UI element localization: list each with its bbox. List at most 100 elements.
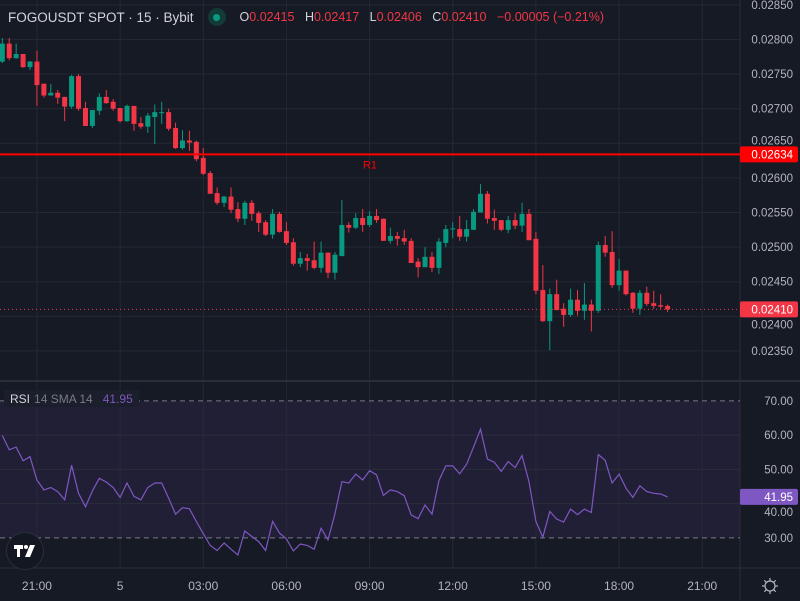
candle[interactable] bbox=[596, 242, 601, 313]
candle[interactable] bbox=[118, 108, 123, 123]
candle[interactable] bbox=[41, 84, 46, 98]
candle[interactable] bbox=[97, 93, 102, 114]
market-status-icon[interactable] bbox=[208, 8, 226, 26]
candle[interactable] bbox=[520, 203, 525, 232]
candle[interactable] bbox=[249, 200, 254, 221]
candle[interactable] bbox=[603, 236, 608, 257]
candle[interactable] bbox=[658, 294, 663, 309]
candle[interactable] bbox=[395, 232, 400, 246]
candle[interactable] bbox=[305, 254, 310, 271]
candle[interactable] bbox=[409, 238, 414, 263]
candle[interactable] bbox=[7, 38, 12, 60]
gear-icon[interactable] bbox=[760, 576, 780, 596]
candle[interactable] bbox=[388, 228, 393, 244]
candle[interactable] bbox=[429, 252, 434, 272]
candle[interactable] bbox=[367, 211, 372, 227]
candle[interactable] bbox=[582, 283, 587, 320]
candle[interactable] bbox=[173, 123, 178, 149]
candle[interactable] bbox=[28, 61, 33, 70]
candle[interactable] bbox=[485, 191, 490, 224]
candle[interactable] bbox=[624, 271, 629, 296]
candle[interactable] bbox=[55, 90, 60, 104]
candle[interactable] bbox=[69, 75, 74, 109]
candle[interactable] bbox=[277, 212, 282, 233]
candle[interactable] bbox=[256, 211, 261, 232]
candle[interactable] bbox=[131, 106, 136, 131]
candle[interactable] bbox=[228, 188, 233, 214]
candle[interactable] bbox=[610, 231, 615, 288]
candle[interactable] bbox=[561, 303, 566, 327]
candle[interactable] bbox=[319, 242, 324, 273]
candle[interactable] bbox=[125, 105, 130, 122]
candle[interactable] bbox=[443, 225, 448, 247]
candle[interactable] bbox=[242, 201, 247, 225]
candle[interactable] bbox=[14, 44, 19, 59]
candle[interactable] bbox=[208, 171, 213, 194]
candle[interactable] bbox=[222, 196, 227, 207]
candle[interactable] bbox=[568, 289, 573, 317]
candle[interactable] bbox=[513, 213, 518, 229]
candle[interactable] bbox=[21, 54, 26, 68]
candle[interactable] bbox=[589, 300, 594, 332]
candle[interactable] bbox=[201, 148, 206, 175]
candle[interactable] bbox=[353, 213, 358, 229]
candle[interactable] bbox=[554, 280, 559, 310]
candle[interactable] bbox=[166, 109, 171, 131]
candle[interactable] bbox=[540, 265, 545, 322]
candle[interactable] bbox=[374, 209, 379, 223]
candle[interactable] bbox=[644, 287, 649, 306]
candle[interactable] bbox=[194, 141, 199, 162]
candle[interactable] bbox=[575, 290, 580, 316]
candle[interactable] bbox=[284, 222, 289, 245]
candle[interactable] bbox=[416, 258, 421, 277]
candle[interactable] bbox=[450, 222, 455, 238]
candle[interactable] bbox=[76, 74, 81, 111]
tradingview-logo-icon[interactable] bbox=[6, 532, 44, 570]
candle[interactable] bbox=[34, 51, 39, 106]
rsi-legend[interactable]: RSI 14 SMA 14 41.95 bbox=[4, 390, 139, 407]
candle[interactable] bbox=[651, 291, 656, 309]
candle[interactable] bbox=[478, 184, 483, 212]
candle[interactable] bbox=[506, 216, 511, 233]
candle[interactable] bbox=[298, 252, 303, 267]
candle[interactable] bbox=[187, 131, 192, 151]
close-value: 0.02410 bbox=[441, 10, 486, 24]
candle[interactable] bbox=[48, 84, 53, 96]
candle[interactable] bbox=[312, 242, 317, 270]
candle[interactable] bbox=[464, 220, 469, 241]
candle[interactable] bbox=[402, 230, 407, 245]
candle[interactable] bbox=[526, 209, 531, 240]
candle[interactable] bbox=[104, 90, 109, 104]
candle[interactable] bbox=[152, 105, 157, 144]
candle[interactable] bbox=[0, 38, 5, 63]
candle[interactable] bbox=[90, 110, 95, 128]
candle[interactable] bbox=[533, 232, 538, 294]
candle[interactable] bbox=[617, 259, 622, 291]
candle[interactable] bbox=[180, 130, 185, 149]
candle[interactable] bbox=[339, 200, 344, 256]
candle[interactable] bbox=[159, 102, 164, 124]
candle[interactable] bbox=[665, 305, 670, 313]
candle[interactable] bbox=[83, 102, 88, 126]
candle[interactable] bbox=[263, 220, 268, 236]
candle[interactable] bbox=[499, 220, 504, 231]
candle[interactable] bbox=[547, 289, 552, 351]
candle[interactable] bbox=[471, 209, 476, 230]
candle[interactable] bbox=[145, 113, 150, 133]
candle[interactable] bbox=[457, 216, 462, 241]
candle[interactable] bbox=[270, 209, 275, 239]
candle[interactable] bbox=[235, 202, 240, 222]
candle[interactable] bbox=[381, 219, 386, 241]
candle[interactable] bbox=[326, 253, 331, 279]
candle[interactable] bbox=[291, 238, 296, 266]
symbol-title[interactable]: FOGOUSDT SPOT · 15 · Bybit bbox=[8, 10, 194, 25]
candle[interactable] bbox=[423, 247, 428, 267]
candle[interactable] bbox=[637, 290, 642, 315]
candle[interactable] bbox=[332, 252, 337, 280]
candle[interactable] bbox=[436, 238, 441, 274]
candle-body bbox=[658, 305, 663, 306]
candle[interactable] bbox=[215, 188, 220, 205]
candle[interactable] bbox=[138, 117, 143, 129]
candle[interactable] bbox=[346, 222, 351, 232]
